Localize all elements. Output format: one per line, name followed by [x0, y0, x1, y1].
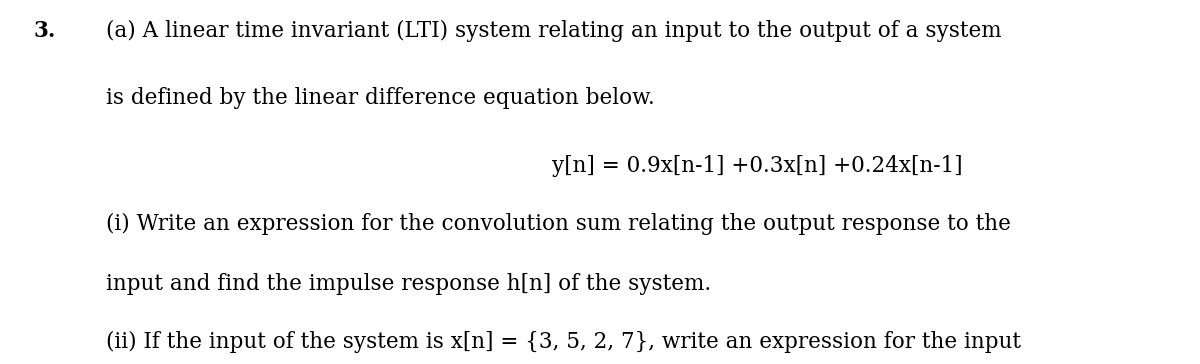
Text: (i) Write an expression for the convolution sum relating the output response to : (i) Write an expression for the convolut… — [106, 213, 1010, 235]
Text: (a) A linear time invariant (LTI) system relating an input to the output of a sy: (a) A linear time invariant (LTI) system… — [106, 20, 1001, 42]
Text: y[n] = 0.9x[n-1] +0.3x[n] +0.24x[n-1]: y[n] = 0.9x[n-1] +0.3x[n] +0.24x[n-1] — [552, 155, 962, 177]
Text: is defined by the linear difference equation below.: is defined by the linear difference equa… — [106, 87, 654, 109]
Text: input and find the impulse response h[n] of the system.: input and find the impulse response h[n]… — [106, 273, 710, 295]
Text: (ii) If the input of the system is x[n] = {3, 5, 2, 7}, write an expression for : (ii) If the input of the system is x[n] … — [106, 331, 1020, 353]
Text: 3.: 3. — [34, 20, 56, 42]
